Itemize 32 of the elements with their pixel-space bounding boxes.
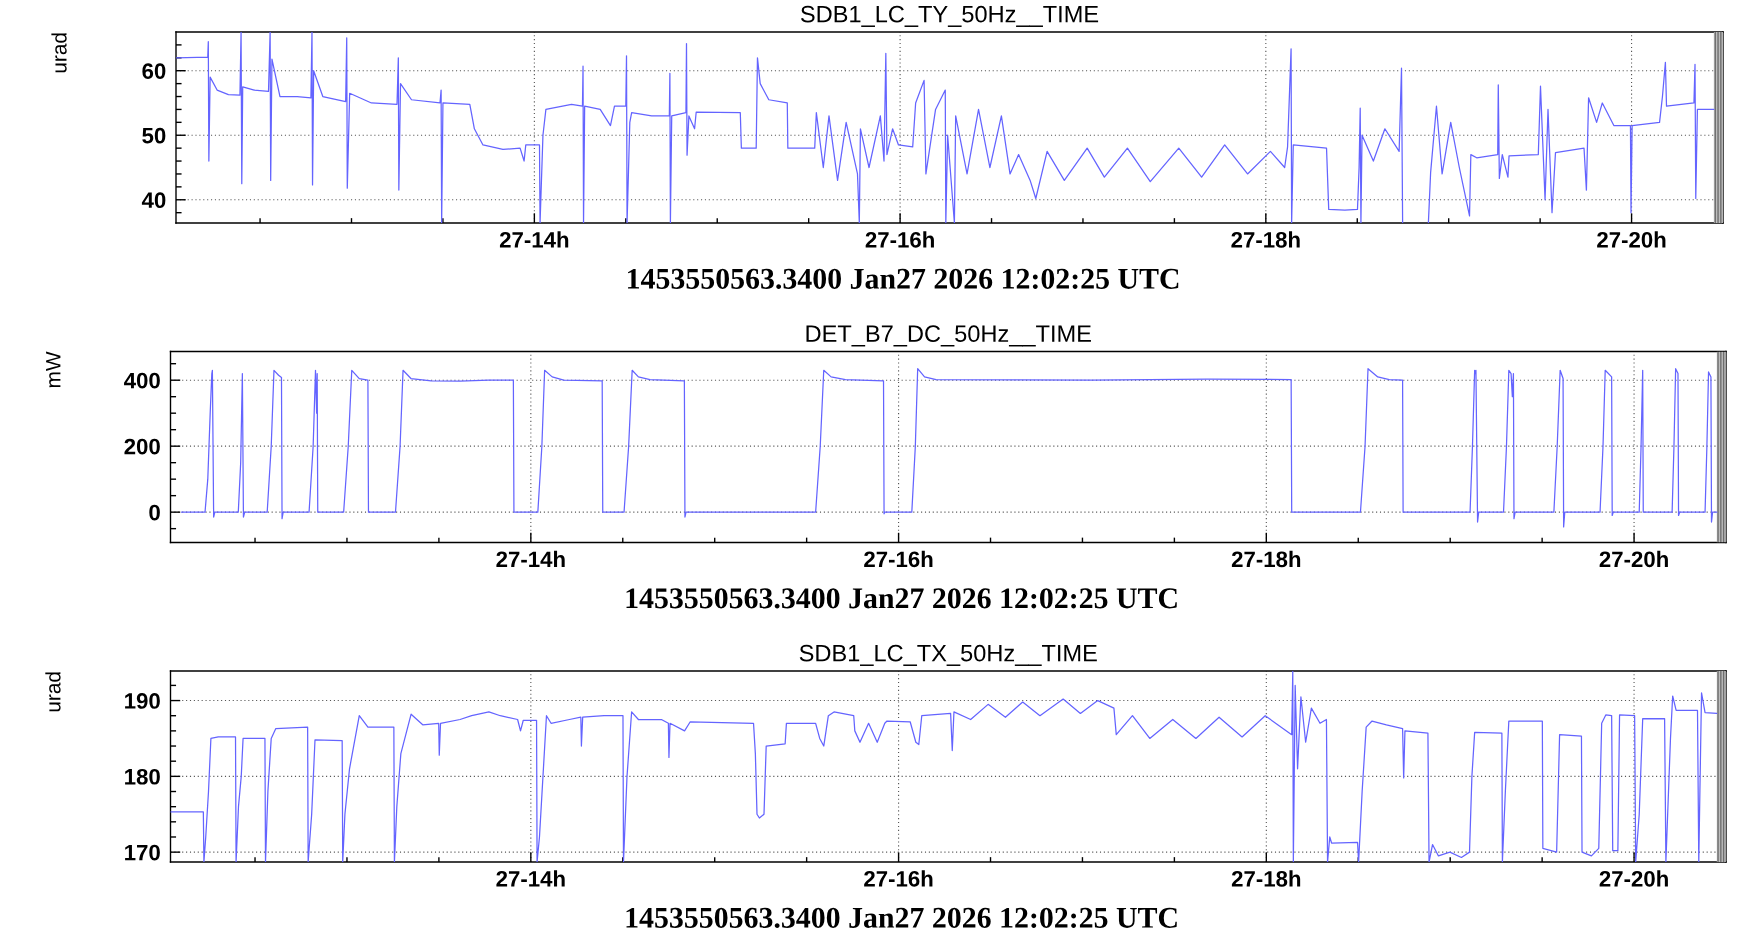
y-tick-label: 190 <box>125 693 160 709</box>
x-tick-label: 27-14h <box>496 870 565 887</box>
x-tick-label: 27-20h <box>1599 870 1668 887</box>
x-tick-label: 27-18h <box>1231 870 1301 887</box>
line-series <box>180 368 1718 528</box>
y-tick-label: 50 <box>142 127 166 144</box>
y-tick-label: 200 <box>124 438 160 455</box>
y-axis-title: urad <box>51 33 67 73</box>
x-axis-title: 1453550563.3400 Jan27 2026 12:02:25 UTC <box>626 907 1177 929</box>
chart-title: SDB1_LC_TY_50Hz__TIME <box>800 5 1099 27</box>
x-tick-label: 27-16h <box>864 870 933 887</box>
x-axis-title: 1453550563.3400 Jan27 2026 12:02:25 UTC <box>628 268 1179 290</box>
y-tick-label: 180 <box>125 768 160 785</box>
x-tick-label: 27-18h <box>1231 231 1300 248</box>
chart-title: DET_B7_DC_50Hz__TIME <box>806 325 1091 347</box>
x-tick-label: 27-16h <box>865 231 934 248</box>
y-tick-label: 0 <box>149 504 160 521</box>
y-axis-title: urad <box>45 672 61 712</box>
chart-title: SDB1_LC_TX_50Hz__TIME <box>799 644 1097 666</box>
x-tick-label: 27-20h <box>1597 231 1666 248</box>
x-tick-label: 27-14h <box>499 231 569 248</box>
y-tick-label: 40 <box>141 192 166 209</box>
x-tick-label: 27-16h <box>864 550 933 568</box>
y-tick-label: 60 <box>142 63 166 79</box>
x-tick-label: 27-14h <box>496 550 565 567</box>
y-tick-label: 170 <box>125 844 160 861</box>
y-tick-label: 400 <box>124 372 160 389</box>
x-tick-label: 27-20h <box>1599 550 1668 568</box>
line-series <box>170 671 1718 862</box>
x-axis-title: 1453550563.3400 Jan27 2026 12:02:25 UTC <box>626 588 1177 609</box>
x-tick-label: 27-18h <box>1231 550 1301 568</box>
y-axis-title: mW <box>46 351 61 388</box>
